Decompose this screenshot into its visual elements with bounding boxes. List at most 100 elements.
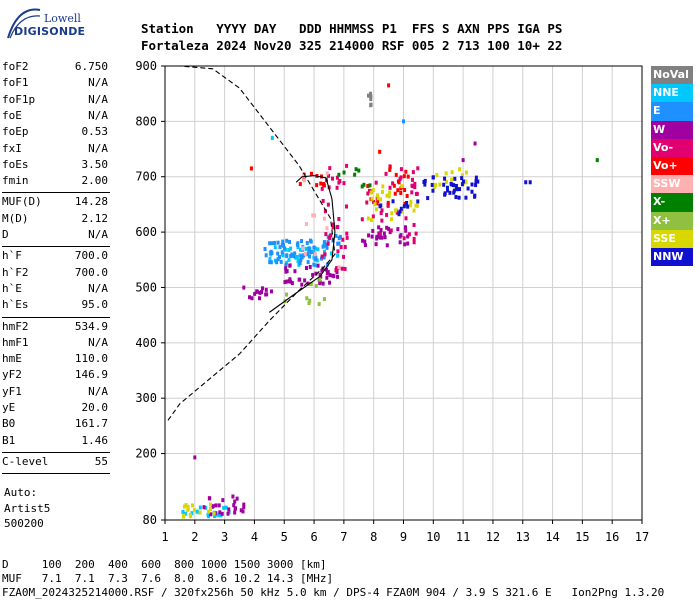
echo-point (329, 251, 333, 256)
echo-point (410, 190, 414, 195)
param-row-hf2: h`F2 700.0 (2, 266, 108, 282)
echo-point (270, 135, 274, 140)
echo-point (284, 263, 288, 268)
param-value: N/A (88, 76, 108, 90)
echo-point (190, 503, 194, 508)
header-line-2: Fortaleza 2024 Nov20 325 214000 RSF 005 … (141, 38, 563, 53)
echo-point (369, 97, 373, 102)
echo-point (334, 233, 338, 238)
echo-point (342, 170, 346, 175)
echo-point (294, 255, 298, 260)
param-row-clevel: C-level 55 (2, 455, 108, 471)
echo-point (361, 238, 365, 243)
echo-point (270, 241, 274, 246)
autoscale-l2: Artist5 (4, 501, 51, 515)
y-tick-label: 800 (135, 114, 157, 128)
echo-point (450, 170, 454, 175)
echo-point (380, 208, 384, 213)
echo-point (476, 179, 480, 184)
echo-point (524, 180, 528, 185)
x-tick-label: 16 (605, 530, 619, 544)
echo-point (388, 185, 392, 190)
echo-point (293, 269, 297, 274)
echo-point (423, 178, 427, 183)
echo-point (363, 243, 367, 248)
param-key: C-level (2, 454, 49, 468)
param-value: 6.750 (74, 60, 108, 73)
echo-point (366, 216, 370, 221)
echo-point (409, 199, 413, 204)
echo-point (306, 252, 310, 257)
echo-point (323, 250, 327, 255)
param-row-hmf1: hmF1 N/A (2, 336, 108, 352)
echo-point (233, 499, 237, 504)
echo-point (464, 195, 468, 200)
echo-point (263, 246, 267, 251)
echo-point (232, 503, 236, 508)
param-key: B0 (2, 417, 16, 431)
param-key: h`F2 (2, 265, 29, 279)
y-tick-label: 600 (135, 225, 157, 239)
echo-point (268, 260, 272, 265)
echo-point (321, 182, 325, 187)
echo-point (434, 182, 438, 187)
echo-point (387, 83, 391, 88)
echo-point (300, 282, 304, 287)
param-row-hes: h`Es 95.0 (2, 298, 108, 314)
echo-point (403, 242, 407, 247)
echo-point (387, 226, 391, 231)
echo-point (332, 274, 336, 279)
echo-point (264, 253, 268, 258)
echo-point (314, 271, 318, 276)
echo-point (221, 498, 225, 503)
echo-point (378, 204, 382, 209)
echo-point (241, 509, 245, 514)
param-row-hf: h`F 700.0 (2, 249, 108, 265)
echo-point (406, 241, 410, 246)
echo-point (186, 507, 190, 512)
echo-point (322, 255, 326, 260)
echo-point (270, 251, 274, 256)
echo-point (285, 260, 289, 265)
x-tick-label: 5 (281, 530, 288, 544)
echo-point (242, 285, 246, 290)
echo-point (293, 251, 297, 256)
echo-point (403, 188, 407, 193)
echo-point (220, 511, 224, 516)
echo-point (305, 241, 309, 246)
legend-item-e: E (651, 102, 693, 121)
echo-point (452, 188, 456, 193)
echo-point (326, 241, 330, 246)
echo-point (307, 249, 311, 254)
echo-point (336, 274, 340, 279)
echo-point (381, 184, 385, 189)
echo-point (398, 209, 402, 214)
y-tick-label: 900 (135, 59, 157, 73)
echo-point (227, 507, 231, 512)
echo-point (336, 249, 340, 254)
echo-point (380, 190, 384, 195)
echo-point (287, 247, 291, 252)
echo-point (369, 102, 373, 107)
param-key: yF2 (2, 368, 22, 382)
echo-point (399, 233, 403, 238)
echo-point (321, 244, 325, 249)
echo-point (212, 511, 216, 516)
echo-point (281, 239, 285, 244)
param-separator (2, 192, 110, 194)
echo-point (325, 245, 329, 250)
param-row-foes: foEs 3.50 (2, 158, 108, 174)
echo-point (369, 91, 373, 96)
echo-point (324, 232, 328, 237)
echo-point (383, 235, 387, 240)
param-key: hmF1 (2, 335, 29, 349)
echo-point (396, 227, 400, 232)
echo-point (399, 190, 403, 195)
param-value: N/A (88, 92, 108, 106)
echo-point (375, 234, 379, 239)
echo-point (400, 209, 404, 214)
echo-point (449, 181, 453, 186)
echo-point (268, 241, 272, 246)
echo-point (285, 269, 289, 274)
